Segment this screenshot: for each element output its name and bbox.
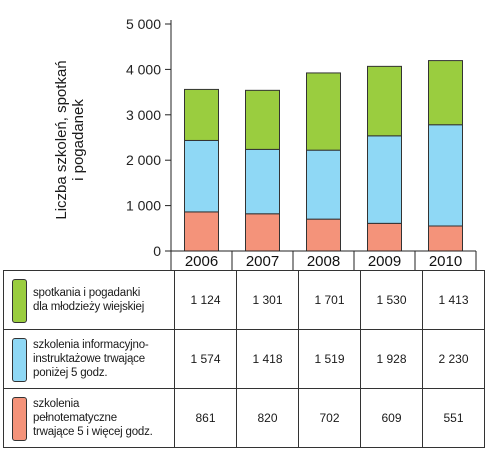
series-label-line: szkolenia — [33, 398, 80, 410]
value-cell: 1 574 — [174, 329, 237, 389]
x-category-label: 2008 — [307, 253, 340, 270]
y-tick-label: 4 000 — [126, 61, 161, 77]
value-cell: 1 413 — [422, 270, 485, 330]
bar-segment — [428, 225, 463, 252]
table-row: szkolenia informacyjno-instruktażowe trw… — [3, 329, 485, 389]
series-label-line: pełnotematyczne — [33, 412, 117, 424]
series-label-cell: spotkania i pogadanki dla młodzieży wiejs… — [3, 270, 175, 330]
bar-segment — [306, 149, 341, 220]
value-cell: 609 — [360, 388, 423, 448]
y-tick-label: 2 000 — [126, 152, 161, 168]
bar-segment — [245, 89, 280, 150]
y-tick-label: 0 — [153, 243, 161, 259]
value-cell: 1 928 — [360, 329, 423, 389]
x-category-label: 2009 — [368, 253, 401, 270]
table-row: spotkania i pogadanki dla młodzieży wiejs… — [3, 270, 485, 330]
value-cell: 1 124 — [174, 270, 237, 330]
bar-segment — [306, 218, 341, 252]
value-cell: 861 — [174, 388, 237, 448]
y-tick-label: 5 000 — [126, 16, 161, 32]
series-label: spotkania i pogadanki dla młodzieży wiejs… — [33, 275, 170, 325]
legend-swatch — [12, 279, 27, 323]
series-label: szkolenia pełnotematyczne trwające 5 i wię… — [33, 393, 170, 443]
y-tick-label: 3 000 — [126, 107, 161, 123]
bar-segment — [367, 222, 402, 252]
value-cell: 702 — [298, 388, 361, 448]
value-cell: 1 301 — [236, 270, 299, 330]
value-cell: 1 530 — [360, 270, 423, 330]
x-category-label: 2006 — [185, 253, 218, 270]
bar-segment — [306, 72, 341, 151]
series-label-line: spotkania i pogadanki — [33, 287, 141, 299]
value-cell: 820 — [236, 388, 299, 448]
series-label-line: poniżej 5 godz. — [33, 367, 108, 379]
bar-segment — [184, 139, 219, 213]
series-label-line: dla młodzieży wiejskiej — [33, 301, 145, 313]
value-cell: 1 519 — [298, 329, 361, 389]
bar-segment — [184, 211, 219, 252]
table-row: szkolenia pełnotematyczne trwające 5 i wię… — [3, 388, 485, 448]
legend-swatch — [12, 338, 27, 382]
bar-segment — [428, 124, 463, 227]
value-cell: 2 230 — [422, 329, 485, 389]
bar-segment — [428, 60, 463, 126]
x-category-label: 2007 — [246, 253, 279, 270]
bar-segment — [245, 213, 280, 252]
value-cell: 1 701 — [298, 270, 361, 330]
series-label-line: instruktażowe trwające — [33, 353, 145, 365]
value-cell: 1 418 — [236, 329, 299, 389]
bar-segment — [184, 88, 219, 141]
stacked-bar-chart: 0 1 000 2 000 3 000 4 000 5 000 2006 2007 2008 20… — [126, 16, 477, 270]
bar-segment — [367, 65, 402, 137]
y-tick-label: 1 000 — [126, 198, 161, 214]
series-label: szkolenia informacyjno-instruktażowe trw… — [33, 334, 170, 384]
series-label-line: trwające 5 i więcej godz. — [33, 426, 153, 438]
data-table: spotkania i pogadanki dla młodzieży wiejs… — [3, 270, 485, 448]
legend-swatch — [12, 397, 27, 441]
bar-segment — [245, 148, 280, 215]
bar-segment — [367, 135, 402, 224]
series-label-cell: szkolenia pełnotematyczne trwające 5 i wię… — [3, 388, 175, 448]
value-cell: 551 — [422, 388, 485, 448]
series-label-cell: szkolenia informacyjno-instruktażowe trw… — [3, 329, 175, 389]
x-category-label: 2010 — [429, 253, 462, 270]
series-label-line: szkolenia informacyjno- — [33, 339, 149, 351]
